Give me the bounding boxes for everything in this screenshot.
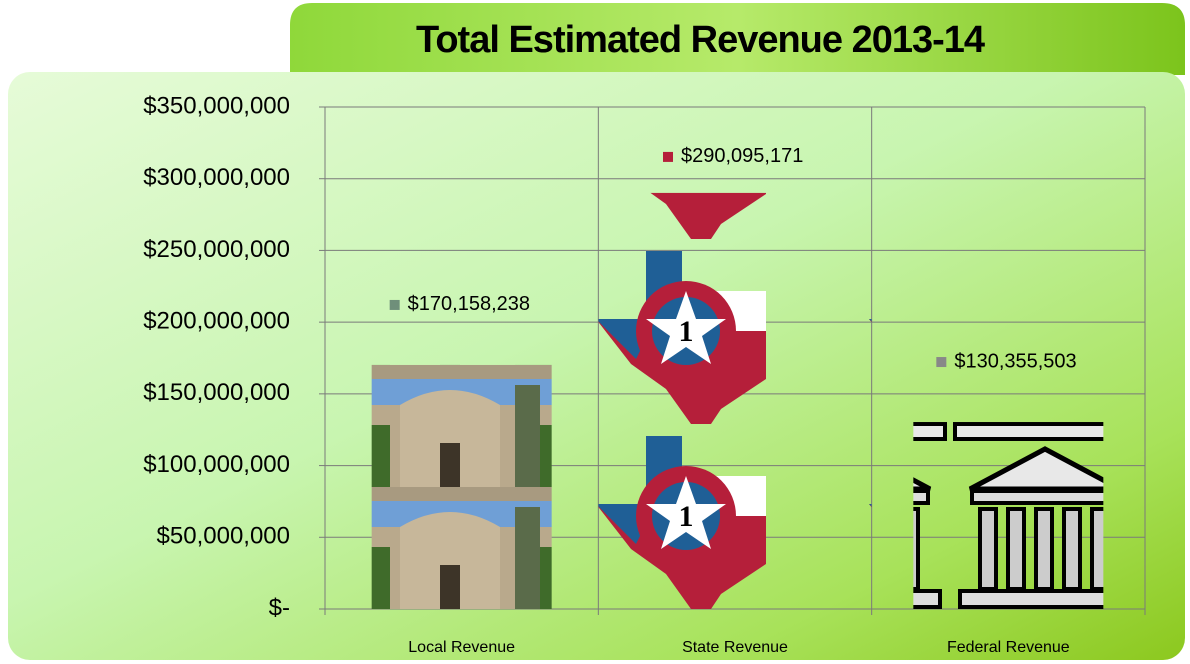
bar	[372, 365, 552, 609]
y-tick-label: $100,000,000	[143, 451, 290, 478]
label-icon	[663, 152, 673, 162]
data-label: $170,158,238	[408, 293, 530, 315]
y-tick-label: $300,000,000	[143, 164, 290, 191]
x-tick-label: Local Revenue	[408, 639, 515, 656]
y-tick-label: $50,000,000	[157, 523, 290, 550]
chart-title: Total Estimated Revenue 2013-14	[416, 19, 985, 61]
y-tick-label: $150,000,000	[143, 379, 290, 406]
data-label: $290,095,171	[681, 145, 803, 167]
label-icon	[390, 300, 400, 310]
bar	[913, 422, 1103, 609]
x-tick-label: Federal Revenue	[947, 639, 1070, 656]
y-tick-label: $250,000,000	[143, 236, 290, 263]
x-tick-label: State Revenue	[682, 639, 788, 656]
chart: 1 Total Estimated Revenue 2013-14 $-$50,…	[0, 0, 1190, 664]
y-tick-label: $350,000,000	[143, 92, 290, 119]
y-tick-label: $200,000,000	[143, 307, 290, 334]
label-icon	[936, 357, 946, 367]
y-tick-label: $-	[269, 594, 290, 621]
bar	[599, 193, 872, 609]
data-label: $130,355,503	[954, 350, 1076, 372]
